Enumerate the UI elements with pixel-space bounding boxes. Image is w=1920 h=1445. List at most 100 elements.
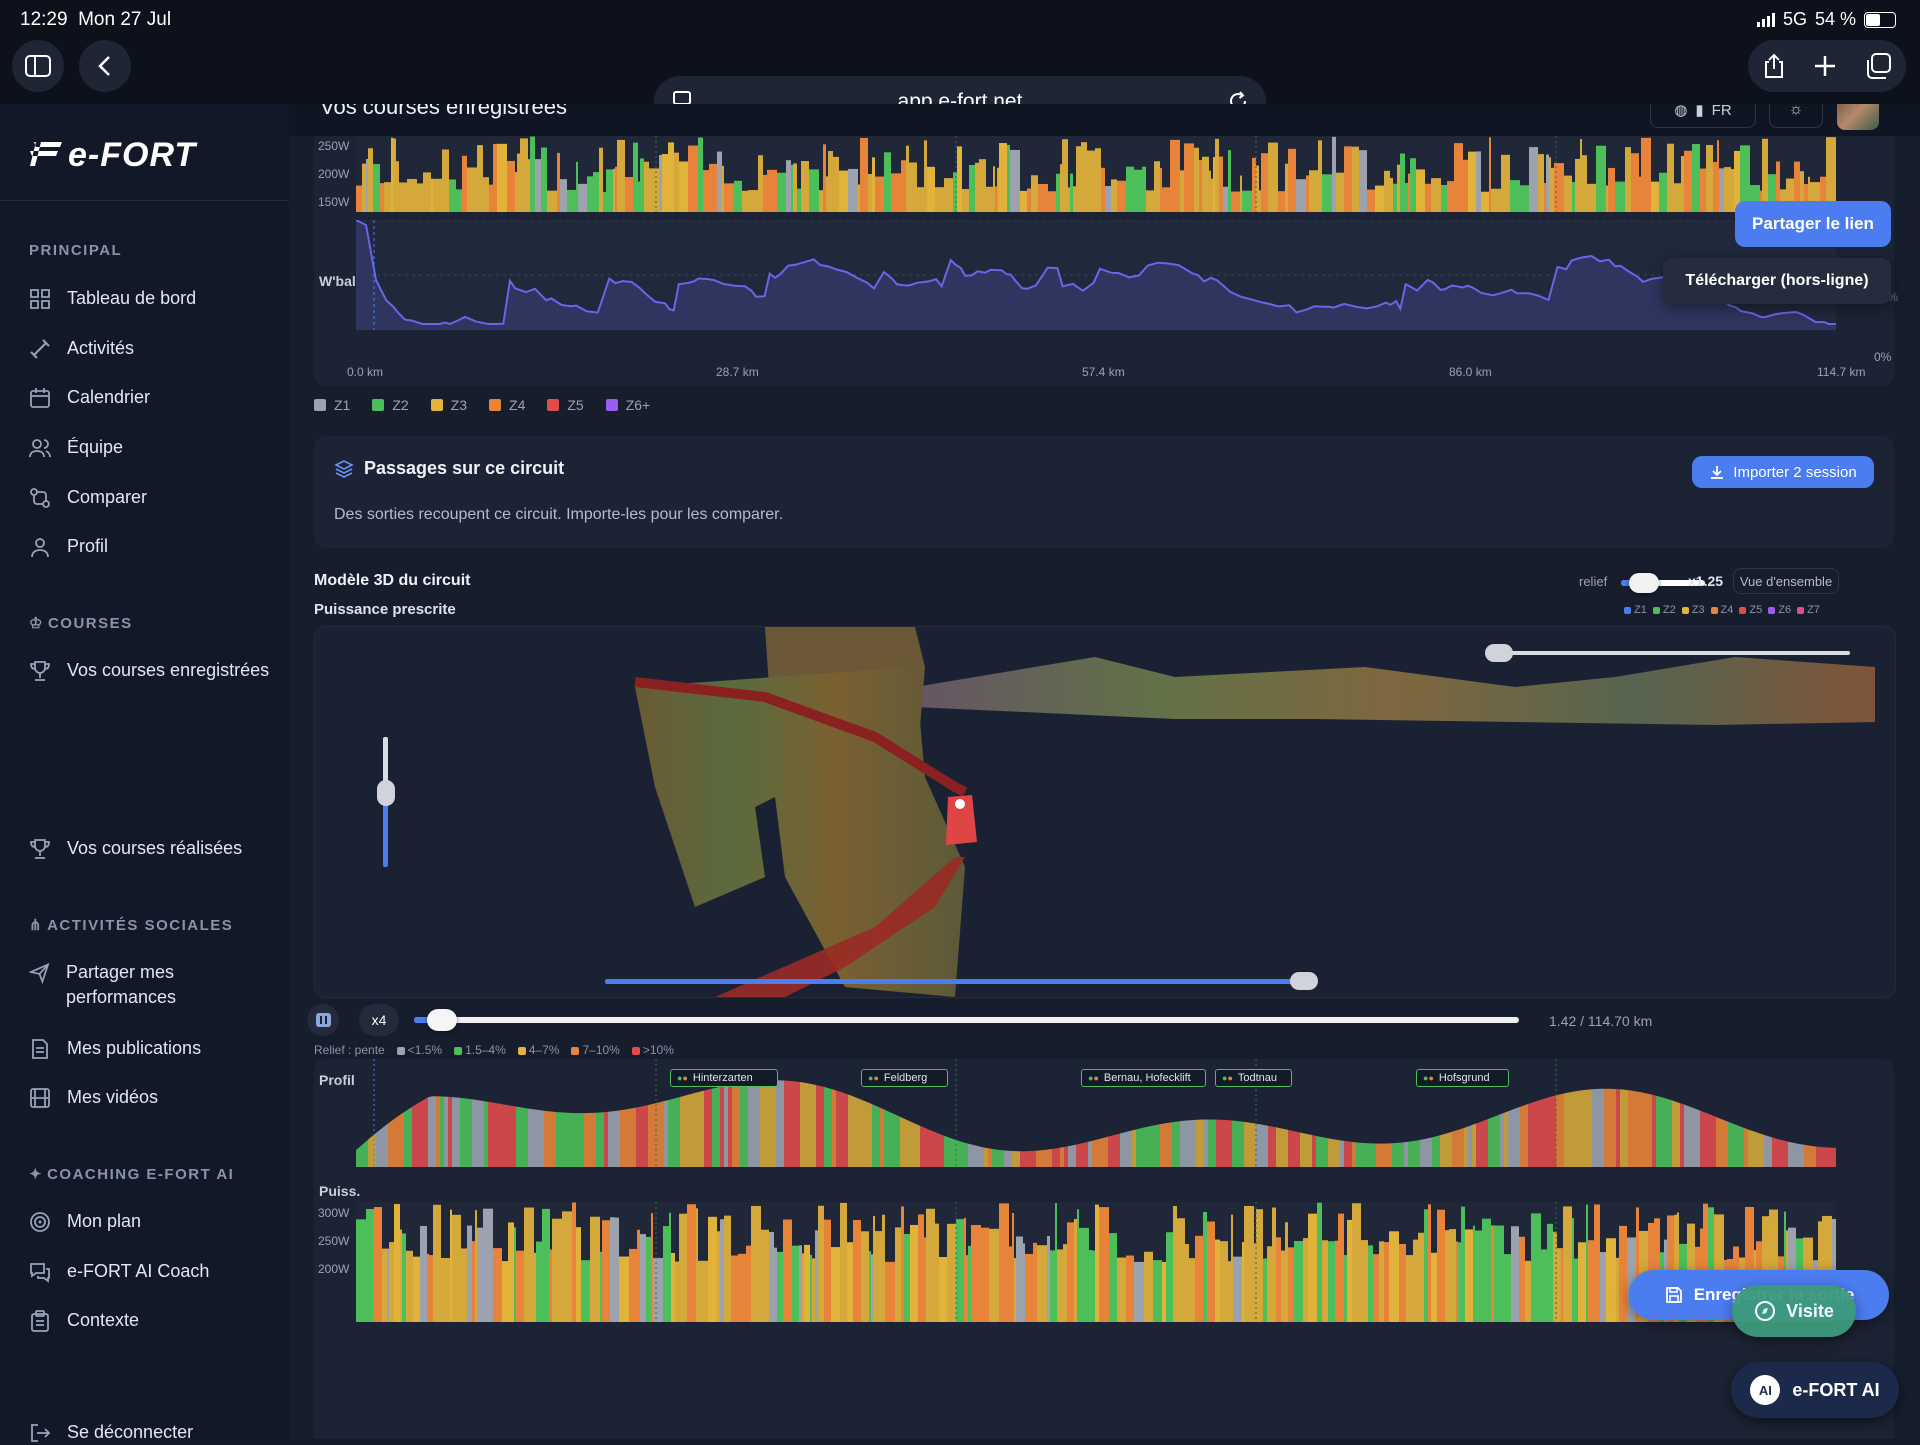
power-bar	[1173, 1206, 1177, 1322]
sidebar-item-completed-courses[interactable]: Vos courses réalisées	[29, 836, 279, 861]
waypoint-tag[interactable]: ●● Feldberg	[861, 1069, 949, 1087]
sidebar-item-label: Contexte	[67, 1310, 140, 1330]
power-bar	[742, 190, 748, 212]
power-bar	[1050, 1250, 1055, 1322]
sidebar-item-team[interactable]: Équipe	[29, 435, 279, 460]
sidebar-item-label: e-FORT AI Coach	[67, 1261, 210, 1281]
power-bar	[1272, 1207, 1276, 1322]
app-logo[interactable]: e-FORT	[26, 136, 196, 175]
overview-button[interactable]: Vue d'ensemble	[1733, 568, 1839, 594]
sidebar-item-videos[interactable]: Mes vidéos	[29, 1085, 279, 1110]
power-bar	[456, 189, 462, 212]
speed-button[interactable]: x4	[359, 1004, 399, 1036]
share-icon[interactable]	[1762, 52, 1786, 80]
power-bar	[1185, 1243, 1189, 1322]
tabs-icon[interactable]	[1864, 52, 1892, 80]
waypoint-tag[interactable]: ●● Bernau, Hofecklift	[1081, 1069, 1206, 1087]
power-bar	[1465, 1229, 1473, 1322]
power-bar	[1786, 178, 1794, 212]
power-bar	[1482, 1218, 1491, 1322]
playback-slider-thumb[interactable]	[427, 1009, 458, 1031]
legend-item: Z4	[489, 397, 525, 413]
send-icon	[29, 962, 50, 984]
waypoint-tag[interactable]: ●● Hinterzarten	[670, 1069, 778, 1087]
sidebar-item-my-plan[interactable]: Mon plan	[29, 1209, 279, 1234]
sidebar-toggle-button[interactable]	[12, 40, 64, 92]
y-tick: 300W	[318, 1206, 350, 1220]
power-bar	[508, 1222, 514, 1322]
power-bar	[610, 1217, 615, 1322]
power-bar	[593, 172, 599, 212]
power-bar	[687, 1204, 696, 1322]
power-bar	[1220, 1241, 1228, 1322]
power-bar	[449, 179, 456, 212]
sidebar-item-ai-coach[interactable]: e-FORT AI Coach	[29, 1259, 279, 1284]
power-bar	[999, 143, 1007, 212]
avatar[interactable]	[1837, 104, 1879, 130]
power-bar	[1734, 150, 1740, 212]
power-bar	[1794, 161, 1800, 212]
power-bar	[1768, 174, 1776, 212]
power-bar	[562, 1211, 572, 1322]
sidebar-item-share-performances[interactable]: Partager mes performances	[29, 960, 279, 1010]
legend-item: Z1	[1624, 604, 1647, 616]
relief-slider[interactable]	[1621, 573, 1705, 593]
power-bar	[542, 1208, 550, 1322]
ai-assistant-button[interactable]: AI e-FORT AI	[1731, 1362, 1899, 1418]
new-tab-icon[interactable]	[1813, 54, 1837, 78]
power-bar	[709, 163, 717, 212]
power-bar	[871, 1254, 873, 1322]
wbal-line-chart	[356, 220, 1836, 330]
power-bar	[924, 140, 927, 212]
waypoint-tag[interactable]: ●● Todtnau	[1215, 1069, 1293, 1087]
power-bar	[528, 159, 530, 212]
sidebar-item-activities[interactable]: Activités	[29, 336, 279, 361]
playback-slider[interactable]	[414, 1009, 1519, 1031]
back-button[interactable]	[79, 40, 131, 92]
prescribed-power-title: Puissance prescrite	[314, 601, 456, 618]
logout-button[interactable]: Se déconnecter	[29, 1420, 279, 1445]
model3d-viewport[interactable]	[314, 626, 1896, 998]
sidebar-item-profile[interactable]: Profil	[29, 534, 279, 559]
sidebar-item-context[interactable]: Contexte	[29, 1308, 279, 1333]
power-bar	[668, 142, 674, 212]
relief-slider-thumb[interactable]	[1629, 573, 1659, 593]
power-bar	[1126, 166, 1134, 212]
sidebar-item-saved-courses[interactable]: Vos courses enregistrées	[29, 658, 279, 683]
power-bar	[971, 1225, 981, 1322]
sidebar-item-publications[interactable]: Mes publications	[29, 1036, 279, 1061]
pause-button[interactable]	[307, 1004, 339, 1036]
power-bar	[1067, 1222, 1074, 1322]
passages-description: Des sorties recoupent ce circuit. Import…	[334, 506, 784, 523]
power-bar	[956, 1219, 964, 1322]
relief-label: relief	[1579, 574, 1608, 589]
import-sessions-button[interactable]: Importer 2 session	[1692, 456, 1874, 488]
visit-button[interactable]: Visite	[1732, 1285, 1856, 1337]
power-bar	[1541, 1249, 1547, 1322]
language-selector[interactable]: ◍ ▮ FR	[1650, 104, 1756, 128]
waypoint-tag[interactable]: ●● Hofsgrund	[1416, 1069, 1509, 1087]
sidebar-item-calendar[interactable]: Calendrier	[29, 385, 279, 410]
relief-legend-label: Relief : pente	[314, 1043, 385, 1057]
power-bar	[400, 1229, 402, 1322]
theme-toggle[interactable]: ☼	[1769, 104, 1823, 128]
power-bar	[387, 1248, 389, 1322]
power-bar	[904, 1233, 910, 1322]
sidebar-item-dashboard[interactable]: Tableau de bord	[29, 286, 279, 311]
power-bar	[1408, 173, 1410, 212]
power-bar	[674, 152, 679, 212]
download-offline-button[interactable]: Télécharger (hors-ligne)	[1663, 258, 1891, 304]
share-link-button[interactable]: Partager le lien	[1735, 201, 1891, 247]
power-bar	[1563, 1206, 1572, 1322]
power-bar	[600, 1251, 602, 1322]
profile-chart-card: Profil ●● Hinterzarten ●● Feldberg ●● Berna…	[314, 1059, 1894, 1439]
language-code: FR	[1711, 104, 1732, 119]
power-bar	[1244, 1205, 1254, 1322]
power-bar	[433, 178, 442, 212]
power-bar	[1134, 169, 1142, 212]
power-bar	[1684, 150, 1692, 212]
power-bar	[433, 1204, 441, 1322]
signal-icon	[1756, 12, 1775, 27]
sidebar-item-compare[interactable]: Comparer	[29, 485, 279, 510]
power-bar	[926, 1208, 935, 1322]
